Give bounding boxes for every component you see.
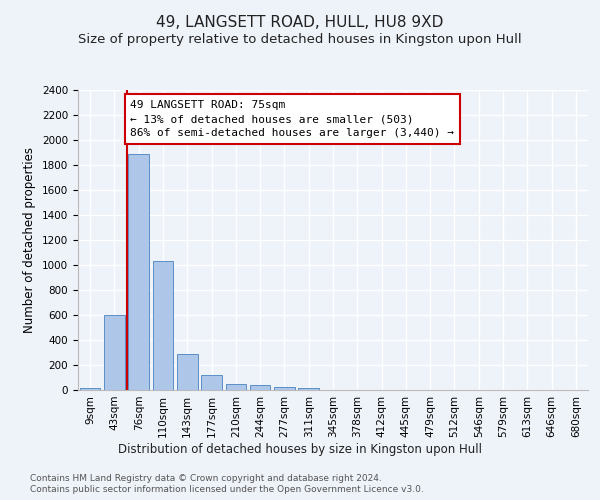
Bar [250, 385, 271, 390]
Text: 49 LANGSETT ROAD: 75sqm
← 13% of detached houses are smaller (503)
86% of semi-d: 49 LANGSETT ROAD: 75sqm ← 13% of detache… [130, 100, 454, 138]
Bar [274, 386, 295, 390]
Bar [177, 354, 197, 390]
Bar [104, 315, 125, 390]
Text: Contains public sector information licensed under the Open Government Licence v3: Contains public sector information licen… [30, 485, 424, 494]
Y-axis label: Number of detached properties: Number of detached properties [23, 147, 37, 333]
Bar [298, 388, 319, 390]
Text: Size of property relative to detached houses in Kingston upon Hull: Size of property relative to detached ho… [78, 32, 522, 46]
Text: 49, LANGSETT ROAD, HULL, HU8 9XD: 49, LANGSETT ROAD, HULL, HU8 9XD [157, 15, 443, 30]
Text: Contains HM Land Registry data © Crown copyright and database right 2024.: Contains HM Land Registry data © Crown c… [30, 474, 382, 483]
Bar [201, 375, 222, 390]
Bar [152, 261, 173, 390]
Text: Distribution of detached houses by size in Kingston upon Hull: Distribution of detached houses by size … [118, 442, 482, 456]
Bar [226, 384, 246, 390]
Bar [80, 388, 100, 390]
Bar [128, 154, 149, 390]
